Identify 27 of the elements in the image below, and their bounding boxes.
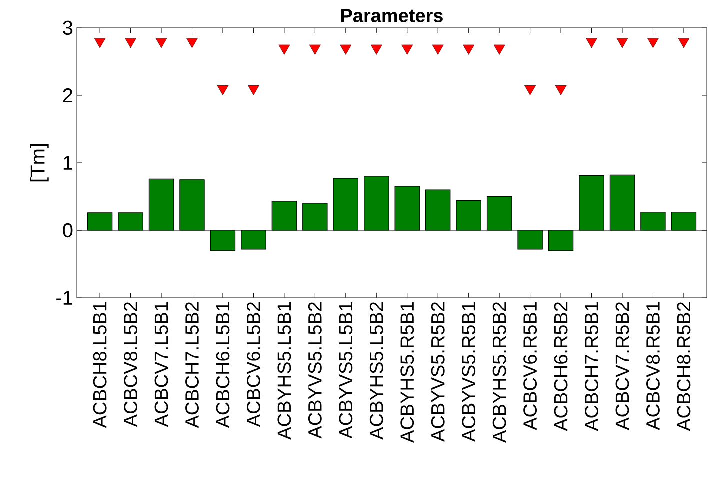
- y-tick-label: -1: [56, 291, 72, 305]
- x-tick-label: ACBYHS5.R5B1: [400, 302, 414, 443]
- y-tick-label: 3: [63, 20, 73, 36]
- x-tick-label: ACBCH8.R5B2: [677, 302, 691, 432]
- x-tick-label: ACBYVS5.L5B1: [339, 302, 353, 439]
- x-tick-label: ACBCH8.L5B1: [93, 302, 107, 428]
- y-tick-label: 1: [64, 156, 72, 170]
- x-tick-label: ACBYHS5.R5B2: [492, 302, 506, 443]
- x-tick-label: ACBCV6.R5B1: [524, 302, 538, 430]
- y-tick-label: 2: [63, 88, 72, 102]
- x-tick-label: ACBCV7.R5B2: [616, 302, 630, 430]
- x-tick-label: ACBYVS5.L5B2: [308, 302, 322, 439]
- y-tick-label: 0: [63, 223, 73, 238]
- x-tick-label: ACBYVS5.R5B2: [431, 302, 445, 442]
- x-tick-label: ACBCH7.L5B2: [186, 302, 199, 428]
- x-tick-label: ACBCV7.L5B1: [154, 302, 168, 428]
- x-tick-label: ACBYHS5.L5B2: [370, 302, 384, 440]
- x-tick-label: ACBYVS5.R5B1: [462, 302, 476, 442]
- x-tick-label: ACBCH6.L5B1: [216, 302, 230, 428]
- x-tick-label: ACBCV8.R5B1: [646, 302, 660, 430]
- x-tick-label: ACBCH6.R5B2: [554, 302, 568, 432]
- x-tick-label: ACBCV8.L5B2: [124, 302, 138, 428]
- x-tick-label: ACBCH7.R5B1: [585, 302, 598, 432]
- x-tick-label: ACBCV6.L5B2: [246, 302, 260, 428]
- y-axis-title: [Tm]: [30, 144, 49, 182]
- chart-title: Parameters: [342, 9, 443, 23]
- x-tick-label: ACBYHS5.L5B1: [278, 302, 292, 440]
